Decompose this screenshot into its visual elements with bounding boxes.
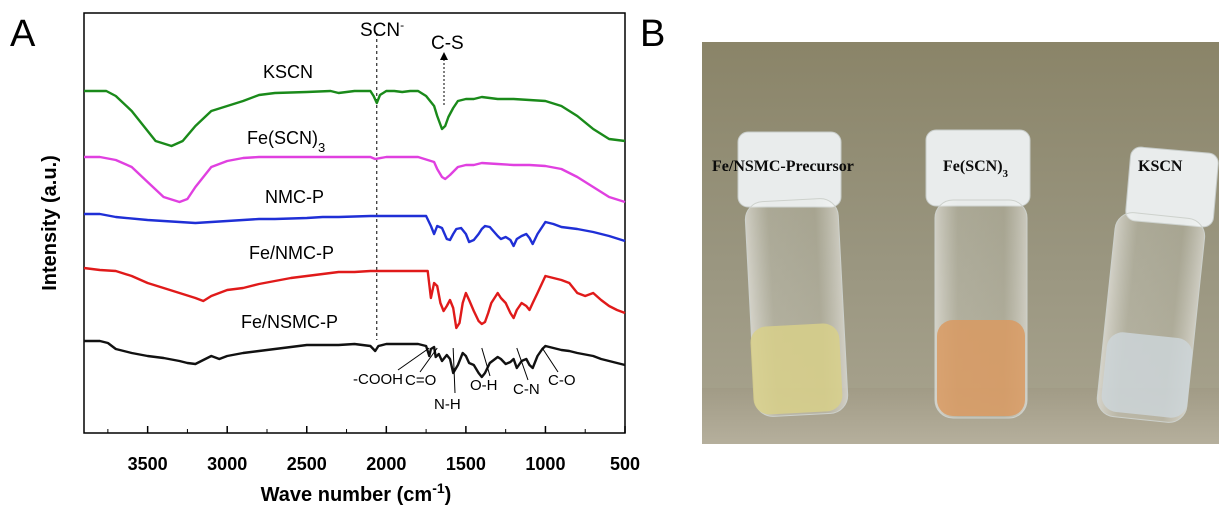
band-arrow (481, 347, 491, 377)
series-line-5 (84, 339, 626, 379)
curve-label-fescn3: Fe(SCN)3 (247, 128, 325, 155)
band-labels: -COOH C=O N-H O-H C-N C-O (353, 371, 576, 413)
panel-a-label: A (10, 13, 36, 55)
curve-labels: KSCN Fe(SCN)3 NMC-P Fe/NMC-P Fe/NSMC-P (241, 62, 338, 332)
panel-b-label: B (640, 13, 665, 55)
series-line-1 (84, 89, 626, 148)
x-tick-label: 2000 (366, 454, 406, 474)
band-label-nh: N-H (434, 396, 461, 413)
vial-kscn (1096, 146, 1219, 423)
vial-liquid (1101, 332, 1193, 418)
band-label-cn: C-N (513, 381, 540, 398)
x-tick-label: 500 (610, 454, 640, 474)
c-s-arrow-head (440, 52, 448, 60)
x-tick-label: 2500 (287, 454, 327, 474)
x-axis-ticks: 3500 3000 2500 2000 1500 1000 500 (107, 426, 640, 474)
band-arrow (541, 347, 559, 373)
curve-label-nmcp: NMC-P (265, 187, 324, 207)
curve-label-fensmcp: Fe/NSMC-P (241, 312, 338, 332)
ftir-plot: 3500 3000 2500 2000 1500 1000 500 KSCN Fe(SCN)… (39, 12, 640, 506)
photo-label-fescn3: Fe(SCN)3 (943, 158, 1009, 180)
curve-label-fenmcp: Fe/NMC-P (249, 243, 334, 263)
band-label-co-double: C=O (405, 372, 436, 389)
x-tick-label: 1500 (446, 454, 486, 474)
vial-fe-nsmc-precursor (737, 131, 849, 417)
vials-photo: Fe/NSMC-Precursor Fe(SCN)3 KSCN (702, 42, 1219, 444)
x-tick-label: 3500 (128, 454, 168, 474)
series-line-4 (83, 266, 626, 330)
band-label-cooh: -COOH (353, 371, 403, 388)
vial-fescn3 (925, 129, 1031, 419)
band-arrow (419, 347, 438, 373)
vial-liquid (750, 323, 843, 415)
plot-frame (83, 12, 626, 434)
band-arrow (452, 347, 456, 394)
band-label-oh: O-H (470, 377, 498, 394)
photo-label-precursor: Fe/NSMC-Precursor (712, 158, 854, 175)
band-label-c-o: C-O (548, 372, 576, 389)
band-arrow (516, 347, 529, 381)
vial-liquid (937, 320, 1025, 416)
series-line-3 (84, 212, 626, 248)
c-s-annotation: C-S (431, 33, 464, 54)
spectra (83, 89, 626, 379)
y-axis-title: Intensity (a.u.) (39, 155, 61, 291)
x-tick-label: 1000 (525, 454, 565, 474)
scn-annotation: SCN- (360, 18, 404, 41)
curve-label-kscn: KSCN (263, 62, 313, 82)
band-arrow (397, 347, 430, 371)
photo-label-kscn: KSCN (1138, 158, 1183, 175)
series-line-2 (84, 155, 626, 204)
x-tick-label: 3000 (207, 454, 247, 474)
band-arrows (397, 347, 559, 394)
x-axis-title: Wave number (cm-1) (261, 480, 452, 506)
